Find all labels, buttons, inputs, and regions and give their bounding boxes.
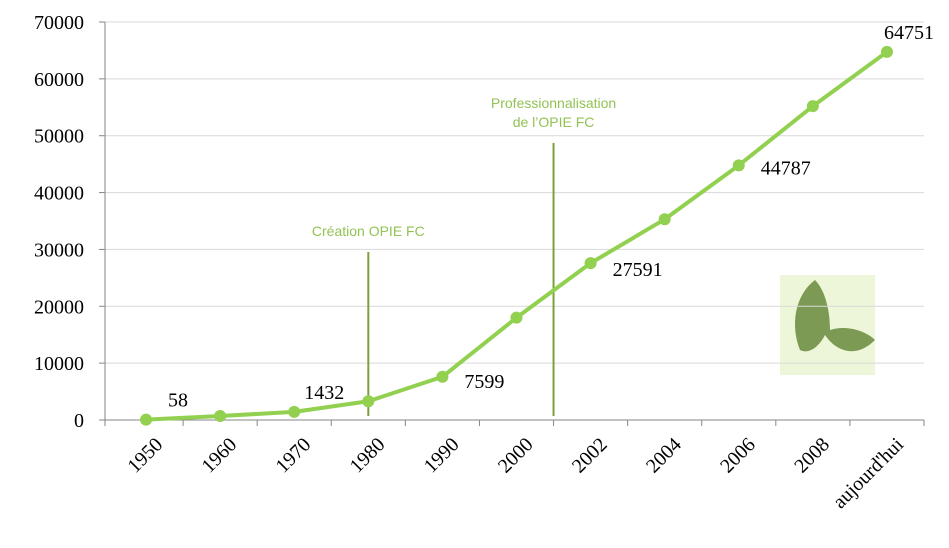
point (659, 213, 671, 225)
y-tick-label: 10000 (34, 353, 84, 375)
data-label: 7599 (464, 371, 504, 393)
annotation-text: Professionnalisation (491, 95, 616, 111)
x-tick-label: 2002 (568, 434, 612, 478)
point (881, 46, 893, 58)
data-label: 1432 (304, 382, 344, 404)
point (362, 395, 374, 407)
x-tick-label: 1970 (272, 434, 316, 478)
x-tick-label: 1950 (123, 434, 167, 478)
x-tick-label: 2006 (716, 434, 760, 478)
butterfly-icon (780, 275, 875, 375)
y-tick-label: 0 (74, 410, 84, 432)
y-tick-label: 50000 (34, 126, 84, 148)
annotation-text: de l’OPIE FC (513, 114, 595, 130)
y-tick-label: 70000 (34, 12, 84, 34)
point (807, 100, 819, 112)
x-tick-label: aujourd'hui (829, 433, 909, 513)
point (436, 371, 448, 383)
point (214, 410, 226, 422)
point (511, 312, 523, 324)
point (140, 414, 152, 426)
chart: 0 10000 20000 30000 40000 50000 60000 70000 1950… (0, 0, 949, 548)
x-tick-label: 2000 (494, 434, 538, 478)
point (585, 257, 597, 269)
x-tick-label: 1980 (346, 434, 390, 478)
y-tick-label: 20000 (34, 296, 84, 318)
x-tick-label: 1990 (420, 434, 464, 478)
x-tick-label: 2008 (790, 434, 834, 478)
y-tick-label: 60000 (34, 69, 84, 91)
data-label: 44787 (761, 157, 811, 179)
x-tick-label: 1960 (197, 434, 241, 478)
x-tick-label: 2004 (642, 434, 686, 478)
point (733, 159, 745, 171)
point (288, 406, 300, 418)
data-label: 58 (168, 390, 188, 412)
y-tick-label: 40000 (34, 183, 84, 205)
annotation-text: Création OPIE FC (312, 223, 425, 239)
y-tick-label: 30000 (34, 239, 84, 261)
data-label: 64751 (884, 22, 934, 44)
data-label: 27591 (613, 259, 663, 281)
